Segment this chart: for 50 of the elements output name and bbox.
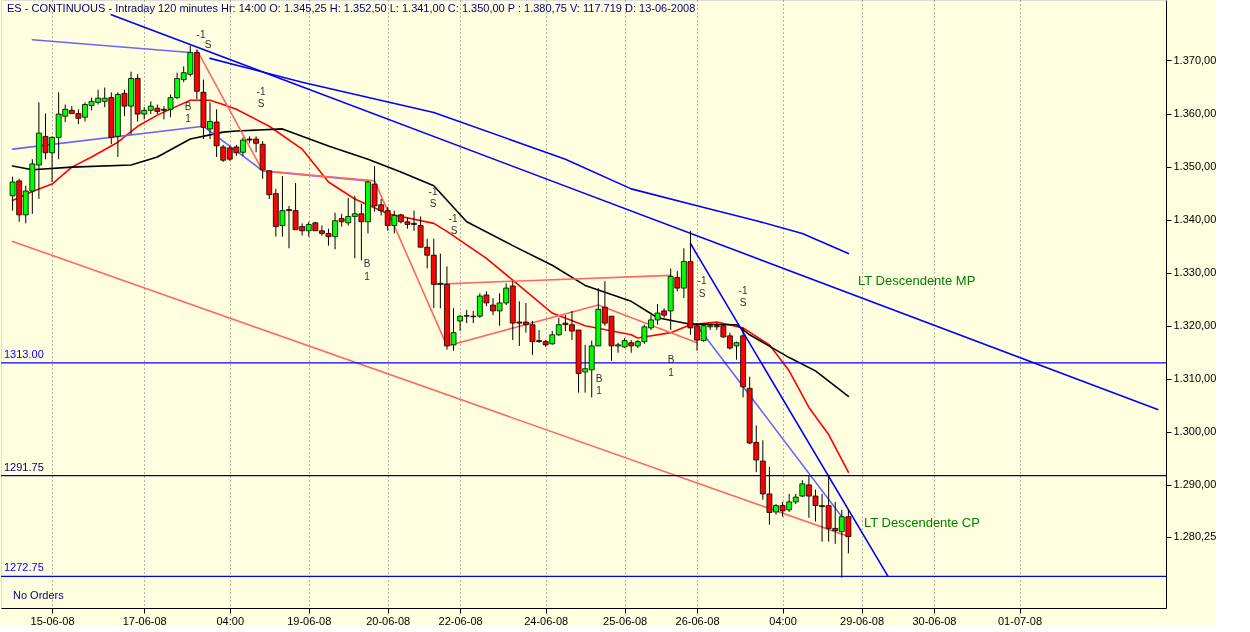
annotation: S [450, 225, 458, 237]
annotation: -1 [448, 212, 458, 224]
annotation: S [204, 38, 212, 50]
annotation: -1 [256, 86, 266, 98]
annotation: B [667, 353, 675, 365]
annotation: 1 [185, 113, 192, 125]
annotation: S [698, 288, 706, 300]
annotation: B [184, 101, 192, 113]
y-tick-label: 1.320,00 [1173, 319, 1217, 332]
x-tick-label: 30-06-08 [912, 614, 957, 627]
annotation: -1 [196, 28, 206, 40]
annotation: B [363, 258, 371, 270]
y-tick-label: 1.360,00 [1173, 107, 1217, 120]
y-tick-label: 1.300,00 [1173, 425, 1217, 438]
annotation: LT Descendente CP [864, 514, 980, 530]
x-tick-label: 29-06-08 [840, 614, 885, 627]
ref-line-label: 1291.75 [4, 460, 44, 473]
x-tick-label: 22-06-08 [438, 614, 483, 627]
annotation: S [739, 297, 747, 309]
annotation: 1 [596, 385, 603, 397]
x-tick-label: 19-06-08 [287, 614, 332, 627]
x-tick-label: 01-07-08 [997, 614, 1043, 627]
y-tick-label: 1.340,00 [1173, 213, 1217, 226]
y-tick-label: 1.350,00 [1173, 160, 1217, 173]
x-tick-label: 17-06-08 [122, 614, 167, 627]
annotation: No Orders [13, 589, 65, 602]
x-tick-label: 04:00 [216, 614, 245, 627]
y-tick-label: 1.330,00 [1173, 266, 1217, 279]
annotation: 1 [668, 366, 675, 378]
y-tick-label: 1.290,00 [1173, 478, 1217, 491]
annotation: LT Descendente MP [858, 273, 976, 289]
annotation: S [257, 98, 265, 110]
annotation: -1 [738, 285, 748, 297]
x-tick-label: 15-06-08 [30, 614, 75, 627]
y-tick-label: 1.280,25 [1173, 530, 1217, 543]
y-tick-label: 1.310,00 [1173, 372, 1217, 385]
y-tick-label: 1.370,00 [1173, 53, 1217, 66]
chart-title: ES - CONTINUOUS - Intraday 120 minutes Hr: 14:00 O: 1.345,25 H: 1.352,50 L: 1.341,00 C: 1.350,00 P : 1.380,75 V: 117.719 D: 13-06-2008 [7, 2, 696, 14]
ref-line-label: 1313.00 [4, 347, 44, 360]
annotation: -1 [697, 275, 707, 287]
annotation: B [595, 372, 603, 384]
annotation: S [429, 197, 437, 209]
x-tick-label: 04:00 [769, 614, 797, 627]
x-tick-label: 20-06-08 [366, 614, 411, 627]
ref-line-label: 1272.75 [4, 561, 44, 574]
annotation: 1 [364, 271, 371, 283]
x-tick-label: 26-06-08 [675, 614, 720, 627]
x-tick-label: 24-06-08 [524, 614, 569, 627]
annotation: -1 [428, 185, 438, 197]
x-tick-label: 25-06-08 [603, 614, 648, 627]
